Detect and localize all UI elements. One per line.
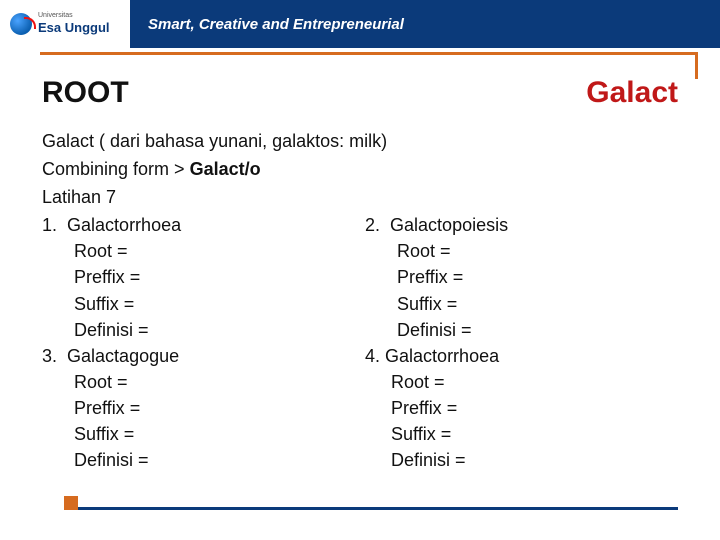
top-accent-vertical <box>695 55 698 79</box>
globe-icon <box>10 13 32 35</box>
logo-block: Universitas Esa Unggul <box>0 0 130 48</box>
combining-label: Combining form > <box>42 159 190 179</box>
item-3: 3. Galactagogue Root = Preffix = Suffix … <box>42 343 355 473</box>
item-2: 2. Galactopoiesis Root = Preffix = Suffi… <box>365 212 678 342</box>
tagline: Smart, Creative and Entrepreneurial <box>148 16 404 33</box>
footer-accent-square <box>64 496 78 510</box>
item-2-suffix: Suffix = <box>365 291 678 317</box>
item-2-head: 2. Galactopoiesis <box>365 212 678 238</box>
item-4-preffix: Preffix = <box>365 395 678 421</box>
item-1-definisi: Definisi = <box>42 317 355 343</box>
item-3-root: Root = <box>42 369 355 395</box>
latihan-label: Latihan 7 <box>42 184 678 210</box>
items-grid: 1. Galactorrhoea Root = Preffix = Suffix… <box>42 212 678 473</box>
item-4-suffix: Suffix = <box>365 421 678 447</box>
item-2-root: Root = <box>365 238 678 264</box>
item-2-preffix: Preffix = <box>365 264 678 290</box>
top-accent-rule <box>40 52 698 55</box>
item-3-term: Galactagogue <box>67 346 179 366</box>
item-1: 1. Galactorrhoea Root = Preffix = Suffix… <box>42 212 355 342</box>
item-1-root: Root = <box>42 238 355 264</box>
logo-text-wrap: Universitas Esa Unggul <box>38 12 110 37</box>
intro-line-1: Galact ( dari bahasa yunani, galaktos: m… <box>42 128 678 154</box>
title-left: ROOT <box>42 76 129 110</box>
item-1-term: Galactorrhoea <box>67 215 181 235</box>
item-3-num: 3. <box>42 346 57 366</box>
item-2-num: 2. <box>365 215 380 235</box>
logo-subtitle: Universitas <box>38 12 110 19</box>
item-4-term: Galactorrhoea <box>385 346 499 366</box>
item-1-preffix: Preffix = <box>42 264 355 290</box>
item-4-num: 4. <box>365 346 380 366</box>
title-right: Galact <box>586 76 678 110</box>
item-4: 4. Galactorrhoea Root = Preffix = Suffix… <box>365 343 678 473</box>
logo-title: Esa Unggul <box>38 20 110 35</box>
combining-form: Galact/o <box>190 159 261 179</box>
item-3-head: 3. Galactagogue <box>42 343 355 369</box>
item-3-preffix: Preffix = <box>42 395 355 421</box>
title-row: ROOT Galact <box>42 76 678 110</box>
header-band: Universitas Esa Unggul Smart, Creative a… <box>0 0 720 48</box>
item-4-head: 4. Galactorrhoea <box>365 343 678 369</box>
item-1-head: 1. Galactorrhoea <box>42 212 355 238</box>
item-2-term: Galactopoiesis <box>390 215 508 235</box>
item-4-definisi: Definisi = <box>365 447 678 473</box>
item-1-suffix: Suffix = <box>42 291 355 317</box>
body-text: Galact ( dari bahasa yunani, galaktos: m… <box>42 128 678 473</box>
slide-content: ROOT Galact Galact ( dari bahasa yunani,… <box>0 48 720 473</box>
item-2-definisi: Definisi = <box>365 317 678 343</box>
item-3-definisi: Definisi = <box>42 447 355 473</box>
footer-rule <box>78 507 678 510</box>
item-3-suffix: Suffix = <box>42 421 355 447</box>
item-4-root: Root = <box>365 369 678 395</box>
intro-line-2: Combining form > Galact/o <box>42 156 678 182</box>
item-1-num: 1. <box>42 215 57 235</box>
